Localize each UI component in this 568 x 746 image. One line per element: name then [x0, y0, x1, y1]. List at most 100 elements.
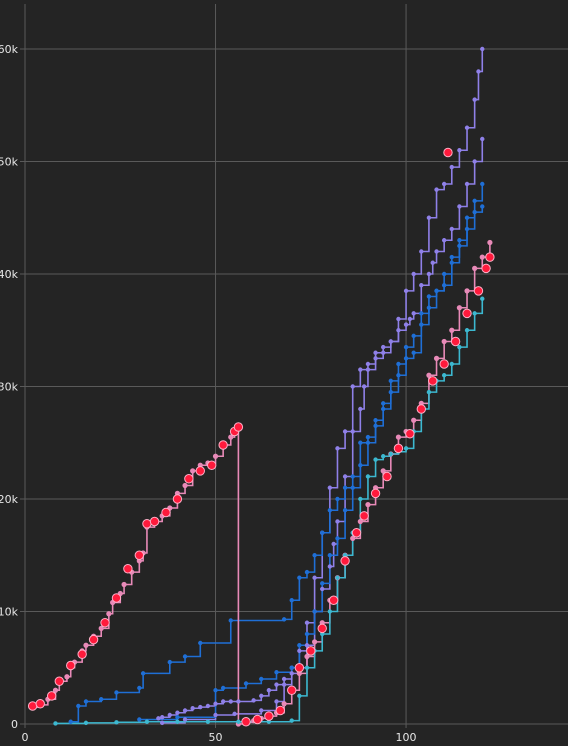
series-point	[144, 719, 150, 724]
series-point	[426, 305, 432, 310]
series-point	[380, 454, 386, 459]
series-point	[342, 508, 348, 513]
series-point	[457, 243, 462, 249]
series-point	[350, 384, 355, 389]
series-point	[358, 463, 363, 468]
series-point	[106, 611, 112, 617]
series-point	[365, 361, 371, 367]
series-point	[433, 355, 440, 361]
series-point	[350, 474, 355, 479]
series-point	[358, 440, 363, 445]
highlight-point	[405, 429, 415, 439]
series-point	[430, 260, 435, 265]
highlight-point	[485, 252, 495, 262]
series-point	[220, 685, 226, 691]
series-point	[464, 226, 470, 232]
series-point	[480, 136, 485, 142]
series-point	[297, 648, 302, 654]
series-point	[342, 474, 348, 479]
series-point	[403, 288, 409, 294]
series-point	[205, 703, 211, 709]
series-point	[297, 575, 302, 580]
series-point	[53, 721, 58, 726]
series-point	[365, 440, 371, 445]
highlight-point	[88, 634, 99, 645]
highlight-point	[77, 649, 87, 659]
series-point	[449, 260, 454, 265]
series-point	[380, 406, 386, 412]
series-point	[327, 609, 333, 614]
series-point	[357, 518, 363, 525]
series-point	[121, 581, 127, 588]
series-point	[373, 418, 378, 423]
series-point	[52, 687, 59, 693]
series-point	[274, 682, 279, 687]
series-point	[289, 718, 294, 723]
series-point	[419, 283, 424, 288]
series-point	[388, 389, 394, 395]
series-point	[472, 97, 477, 102]
highlight-point	[462, 308, 472, 319]
series-point	[380, 344, 386, 350]
series-point	[156, 716, 161, 721]
highlight-point	[218, 440, 228, 450]
series-point	[403, 446, 409, 451]
y-tick-label: 50k	[0, 156, 19, 169]
highlight-point	[382, 471, 392, 482]
series-point	[68, 719, 73, 724]
series-point	[411, 271, 416, 277]
series-point	[327, 485, 333, 490]
highlight-point	[27, 701, 38, 711]
highlight-point	[340, 556, 350, 566]
series-point	[304, 665, 310, 670]
series-point	[182, 654, 188, 659]
series-point	[373, 350, 378, 355]
highlight-point	[66, 660, 76, 671]
series-point	[407, 316, 413, 322]
highlight-point	[207, 460, 217, 470]
series-point	[472, 311, 477, 316]
series-point	[114, 690, 119, 695]
series-point	[350, 485, 355, 490]
highlight-point	[111, 593, 122, 603]
series-point	[411, 311, 416, 316]
series-point	[464, 181, 470, 187]
series-point	[380, 350, 386, 355]
highlight-point	[264, 711, 274, 721]
series-point	[98, 625, 104, 631]
series-point	[182, 482, 188, 489]
series-point	[228, 699, 233, 704]
series-point	[304, 620, 310, 625]
series-point	[441, 271, 447, 277]
series-point	[380, 401, 386, 406]
highlight-point	[328, 595, 339, 605]
x-tick-label: 50	[209, 731, 223, 744]
series-point	[243, 681, 249, 686]
series-point	[373, 457, 378, 462]
series-point	[426, 271, 432, 277]
series-point	[327, 508, 333, 513]
highlight-point	[123, 564, 133, 574]
series-point	[190, 468, 196, 474]
series-point	[228, 618, 233, 623]
highlight-point	[351, 528, 362, 538]
highlight-point	[443, 147, 453, 158]
series-point	[403, 322, 409, 327]
series-point	[411, 417, 417, 423]
series-point	[198, 640, 203, 646]
series-point	[213, 712, 218, 718]
highlight-point	[317, 623, 327, 634]
series-point	[380, 468, 386, 474]
series-point	[228, 434, 234, 440]
highlight-point	[370, 488, 381, 499]
series-point	[365, 502, 371, 508]
highlight-point	[252, 714, 263, 725]
series-point	[373, 423, 378, 429]
series-point	[419, 311, 424, 316]
series-point	[456, 305, 463, 311]
series-point	[350, 429, 355, 434]
series-point	[480, 204, 485, 209]
series-point	[213, 701, 218, 706]
highlight-point	[450, 336, 461, 347]
